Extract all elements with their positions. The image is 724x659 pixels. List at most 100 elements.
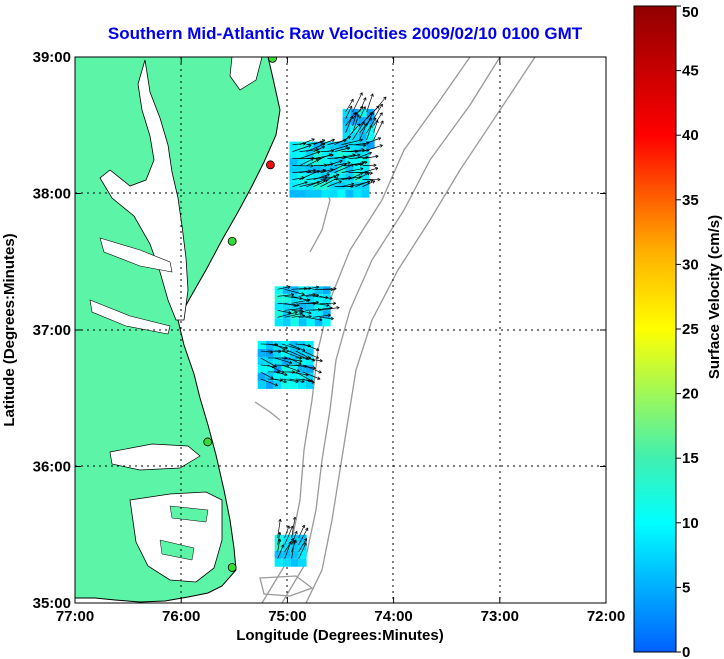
vector-head	[366, 142, 370, 145]
velocity-cell	[289, 165, 298, 174]
velocity-cell	[322, 286, 331, 295]
vector-head	[344, 144, 348, 146]
velocity-cell	[329, 173, 338, 182]
velocity-cell	[297, 372, 306, 381]
velocity-vector	[260, 350, 273, 353]
velocity-vector	[291, 315, 305, 318]
velocity-vector	[302, 357, 323, 362]
velocity-vector	[327, 139, 347, 145]
velocity-vector	[355, 152, 372, 159]
velocity-vector	[299, 138, 315, 145]
vector-head	[299, 296, 303, 299]
velocity-vector	[306, 143, 325, 152]
velocity-vector	[320, 153, 332, 159]
velocity-cell	[314, 302, 323, 311]
velocity-vector	[291, 299, 311, 304]
vector-head	[368, 112, 373, 114]
vector-head	[278, 518, 281, 522]
velocity-cell	[305, 149, 314, 158]
velocity-vector	[348, 144, 367, 146]
vector-head	[366, 149, 370, 153]
velocity-vector	[277, 532, 281, 545]
velocity-vector	[312, 314, 331, 318]
velocity-cell	[321, 157, 330, 166]
vector-head	[370, 117, 372, 121]
vector-head	[269, 352, 273, 354]
vector-head	[283, 347, 286, 351]
vector-head	[360, 172, 363, 176]
vector-head	[294, 311, 298, 315]
vector-head	[299, 307, 303, 309]
velocity-cell	[297, 165, 306, 174]
vector-head	[357, 153, 361, 155]
vector-head	[279, 538, 282, 542]
velocity-vector	[341, 154, 361, 159]
y-axis: 39:00 38:00 37:00 36:00 35:00	[33, 49, 606, 612]
velocity-vector	[313, 139, 326, 145]
vector-head	[352, 153, 356, 156]
vector-head	[326, 305, 330, 307]
colorbar-tick-label: 15	[682, 450, 699, 467]
velocity-vector	[298, 309, 312, 314]
vector-head	[356, 123, 361, 126]
velocity-vector	[355, 179, 373, 187]
vector-head	[303, 538, 307, 541]
x-tick-label: 77:00	[56, 608, 94, 625]
velocity-cell	[265, 348, 274, 357]
vector-head	[313, 169, 316, 173]
vector-head	[330, 154, 334, 157]
velocity-vector	[352, 92, 363, 113]
velocity-vector	[260, 364, 275, 368]
vector-head	[304, 181, 308, 183]
velocity-cell	[290, 558, 299, 567]
vector-head	[358, 114, 360, 118]
velocity-vector	[373, 103, 383, 120]
velocity-cell	[289, 372, 298, 381]
vector-head	[303, 286, 307, 289]
velocity-vector	[291, 540, 295, 559]
velocity-cell	[306, 318, 315, 327]
velocity-vector	[348, 161, 365, 166]
vector-head	[316, 159, 319, 163]
vector-head	[294, 516, 297, 520]
velocity-cell	[361, 173, 370, 182]
velocity-cell	[298, 318, 307, 327]
velocity-vector	[345, 99, 354, 113]
velocity-cell	[298, 286, 307, 295]
x-tick-label: 73:00	[481, 608, 519, 625]
velocity-cell	[306, 310, 315, 319]
velocity-cell	[274, 294, 283, 303]
vector-head	[322, 168, 326, 171]
velocity-vector	[298, 293, 316, 297]
velocity-cell	[281, 364, 290, 373]
velocity-cell	[305, 173, 314, 182]
velocity-cell	[298, 534, 307, 543]
vector-head	[348, 176, 352, 178]
colorbar-tick-label: 40	[682, 127, 699, 144]
velocity-cell	[289, 149, 298, 158]
vector-head	[316, 150, 320, 152]
velocity-cell	[329, 149, 338, 158]
velocity-vector	[292, 177, 305, 180]
vector-head	[301, 524, 305, 528]
velocity-vector	[298, 315, 312, 318]
velocity-vector	[292, 143, 306, 145]
velocity-cell	[274, 302, 283, 311]
vector-head	[310, 165, 314, 168]
vector-head	[319, 317, 323, 321]
velocity-cell	[350, 116, 359, 125]
vector-head	[283, 381, 287, 384]
vector-head	[284, 372, 288, 376]
velocity-vector	[288, 343, 306, 352]
vector-head	[347, 161, 351, 163]
velocity-cell	[313, 149, 322, 158]
vector-head	[360, 168, 364, 171]
vector-head	[308, 312, 312, 315]
vector-head	[369, 172, 373, 175]
velocity-vector	[277, 311, 298, 318]
x-tick-label: 74:00	[374, 608, 412, 625]
velocity-vector	[281, 343, 301, 350]
vector-head	[301, 381, 305, 384]
velocity-cell	[290, 310, 299, 319]
vector-head	[350, 182, 355, 184]
